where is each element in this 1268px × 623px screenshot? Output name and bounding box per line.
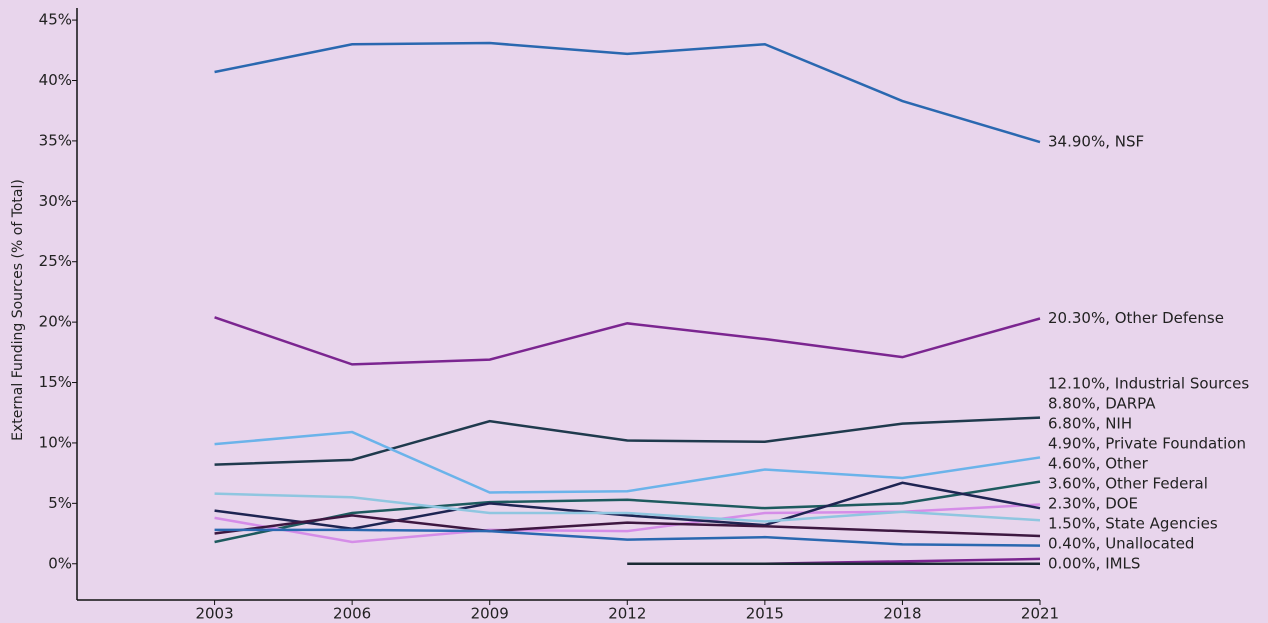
y-tick-label: 35%: [39, 131, 72, 149]
x-tick-label: 2012: [608, 605, 646, 623]
series-line: [214, 528, 1041, 547]
end-label: 3.60%, Other Federal: [1048, 474, 1208, 492]
y-tick-label: 30%: [39, 192, 72, 210]
x-tick-label: 2009: [471, 605, 509, 623]
y-tick-label: 15%: [39, 373, 72, 391]
end-label: 0.00%, IMLS: [1048, 554, 1140, 572]
end-label: 6.80%, NIH: [1048, 414, 1132, 432]
y-tick-label: 5%: [48, 494, 72, 512]
y-tick-label: 45%: [39, 11, 72, 29]
x-tick-label: 2015: [746, 605, 784, 623]
y-tick-label: 10%: [39, 433, 72, 451]
y-tick-label: 0%: [48, 554, 72, 572]
end-label: 8.80%, DARPA: [1048, 394, 1156, 412]
x-tick-label: 2018: [883, 605, 921, 623]
end-label: 2.30%, DOE: [1048, 494, 1138, 512]
end-label: 1.50%, State Agencies: [1048, 514, 1218, 532]
y-tick-label: 25%: [39, 252, 72, 270]
series-line: [214, 514, 1041, 538]
series-line: [214, 492, 1041, 523]
y-axis-label: External Funding Sources (% of Total): [10, 179, 26, 441]
end-label: 0.40%, Unallocated: [1048, 534, 1194, 552]
series-line: [214, 480, 1041, 544]
x-tick-label: 2003: [195, 605, 233, 623]
y-tick-label: 40%: [39, 71, 72, 89]
end-label: 20.30%, Other Defense: [1048, 309, 1224, 327]
series-line: [214, 416, 1041, 466]
end-label: 34.90%, NSF: [1048, 133, 1144, 151]
x-tick-label: 2006: [333, 605, 371, 623]
end-label: 4.90%, Private Foundation: [1048, 434, 1246, 452]
series-line: [214, 41, 1041, 144]
series-line: [214, 316, 1041, 366]
x-tick-label: 2021: [1021, 605, 1059, 623]
series-line: [214, 430, 1041, 494]
y-tick-label: 20%: [39, 313, 72, 331]
end-label: 4.60%, Other: [1048, 454, 1149, 472]
end-label: 12.10%, Industrial Sources: [1048, 374, 1249, 392]
